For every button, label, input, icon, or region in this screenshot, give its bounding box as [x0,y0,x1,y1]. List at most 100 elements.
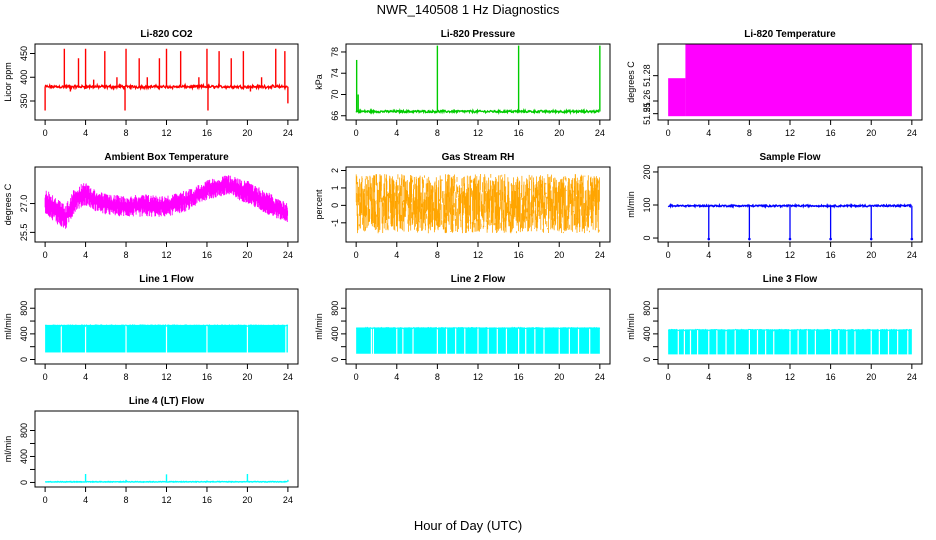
x-tick-label-8: 8 [747,128,752,138]
x-tick-label-4: 4 [706,128,711,138]
y-tick-label-1: 400 [642,326,652,341]
x-tick-label-16: 16 [202,495,212,505]
x-tick-label-8: 8 [435,372,440,382]
x-tick-label-8: 8 [435,250,440,260]
y-tick-label-2: 74 [330,68,340,78]
panel-6: Sample Flow 0 4 8 12 16 20 24 0 100 200 ml/min [626,152,923,260]
x-tick-label-4: 4 [706,250,711,260]
x-tick-label-12: 12 [785,250,795,260]
y-axis-label: ml/min [3,313,13,340]
x-tick-label-4: 4 [83,128,88,138]
y-tick-label-0: 0 [330,357,340,362]
x-tick-label-4: 4 [394,128,399,138]
x-tick-label-0: 0 [666,372,671,382]
flow-band-edge [668,328,912,332]
y-tick-label-2: 800 [19,423,29,438]
plot-area [355,174,600,234]
y-tick-label-2: 51.28 [642,64,652,87]
y-axis: 0 400 800 [19,423,35,485]
x-tick-label-20: 20 [242,250,252,260]
x-axis: 0 4 8 12 16 20 24 [666,242,917,260]
x-tick-label-8: 8 [435,128,440,138]
y-axis-label: ml/min [3,436,13,463]
panel-title: Line 2 Flow [451,274,506,285]
y-tick-label-1: 100 [642,197,652,212]
temperature-block-1 [668,78,686,117]
y-tick-label-2: 800 [642,301,652,316]
x-tick-label-4: 4 [83,495,88,505]
plot-area [668,44,912,117]
x-tick-label-20: 20 [554,128,564,138]
x-tick-label-0: 0 [43,250,48,260]
x-tick-label-24: 24 [595,128,605,138]
x-axis: 0 4 8 12 16 20 24 [666,120,917,138]
x-axis: 0 4 8 12 16 20 24 [666,364,917,382]
panel-title: Ambient Box Temperature [104,152,229,163]
y-tick-label-2: 800 [330,301,340,316]
y-axis-label: ml/min [314,313,324,340]
y-axis: 25.5 27.0 [19,195,35,241]
panel-9: Line 3 Flow 0 4 8 12 16 20 24 0 400 800 ml/min [626,274,923,382]
y-axis-label: ml/min [626,313,636,340]
y-tick-label-0: 0 [642,236,652,241]
x-tick-label-12: 12 [473,372,483,382]
x-tick-label-12: 12 [161,250,171,260]
y-tick-label-1: 70 [330,89,340,99]
panel-title: Line 3 Flow [763,274,818,285]
x-tick-label-12: 12 [161,372,171,382]
x-tick-label-16: 16 [514,128,524,138]
y-tick-label-3: 2 [330,168,340,173]
y-axis-label: ml/min [626,191,636,218]
panel-1: Li-820 CO2 0 4 8 12 16 20 24 350 400 450 Licor ppm [3,29,299,138]
x-tick-label-4: 4 [83,250,88,260]
x-tick-label-16: 16 [202,250,212,260]
flow-band-edge [44,323,289,328]
y-tick-label-2: 450 [19,46,29,61]
panel-title: Li-820 Pressure [441,29,516,40]
series-line [355,107,600,115]
x-tick-label-24: 24 [595,250,605,260]
panel-7: Line 1 Flow 0 4 8 12 16 20 24 0 400 800 ml/min [3,274,299,382]
dip-point-5 [869,237,873,241]
x-axis: 0 4 8 12 16 20 24 [43,364,293,382]
y-tick-label-1: 0 [330,203,340,208]
y-tick-label-0: -1 [330,219,340,227]
x-tick-label-20: 20 [242,128,252,138]
panel-title: Line 1 Flow [139,274,194,285]
plot-area [44,175,289,229]
y-tick-label-2: 1 [330,185,340,190]
x-tick-label-16: 16 [202,128,212,138]
x-tick-label-4: 4 [394,372,399,382]
panel-title: Gas Stream RH [442,152,515,163]
x-tick-label-16: 16 [514,372,524,382]
x-tick-label-20: 20 [554,372,564,382]
page-title: NWR_140508 1 Hz Diagnostics [376,2,560,17]
x-tick-label-8: 8 [124,372,129,382]
x-tick-label-20: 20 [866,250,876,260]
panel-8: Line 2 Flow 0 4 8 12 16 20 24 0 400 800 ml/min [314,274,611,382]
plot-area [44,323,289,354]
x-tick-label-8: 8 [747,250,752,260]
x-tick-label-8: 8 [124,250,129,260]
x-tick-label-20: 20 [866,372,876,382]
y-tick-label-1: 400 [330,326,340,341]
x-axis: 0 4 8 12 16 20 24 [43,487,293,505]
panel-title: Sample Flow [759,152,820,163]
x-tick-label-0: 0 [354,250,359,260]
y-axis: -1 0 1 2 [330,168,346,227]
y-tick-label-1: 400 [19,449,29,464]
x-tick-label-12: 12 [473,128,483,138]
x-tick-label-4: 4 [83,372,88,382]
x-axis: 0 4 8 12 16 20 24 [354,120,605,138]
x-axis: 0 4 8 12 16 20 24 [43,120,293,138]
x-tick-label-16: 16 [202,372,212,382]
y-tick-label-3: 78 [330,47,340,57]
plot-area [668,328,912,356]
x-tick-label-16: 16 [514,250,524,260]
panel-title: Line 4 (LT) Flow [129,396,205,407]
panel-title: Li-820 CO2 [140,29,193,40]
